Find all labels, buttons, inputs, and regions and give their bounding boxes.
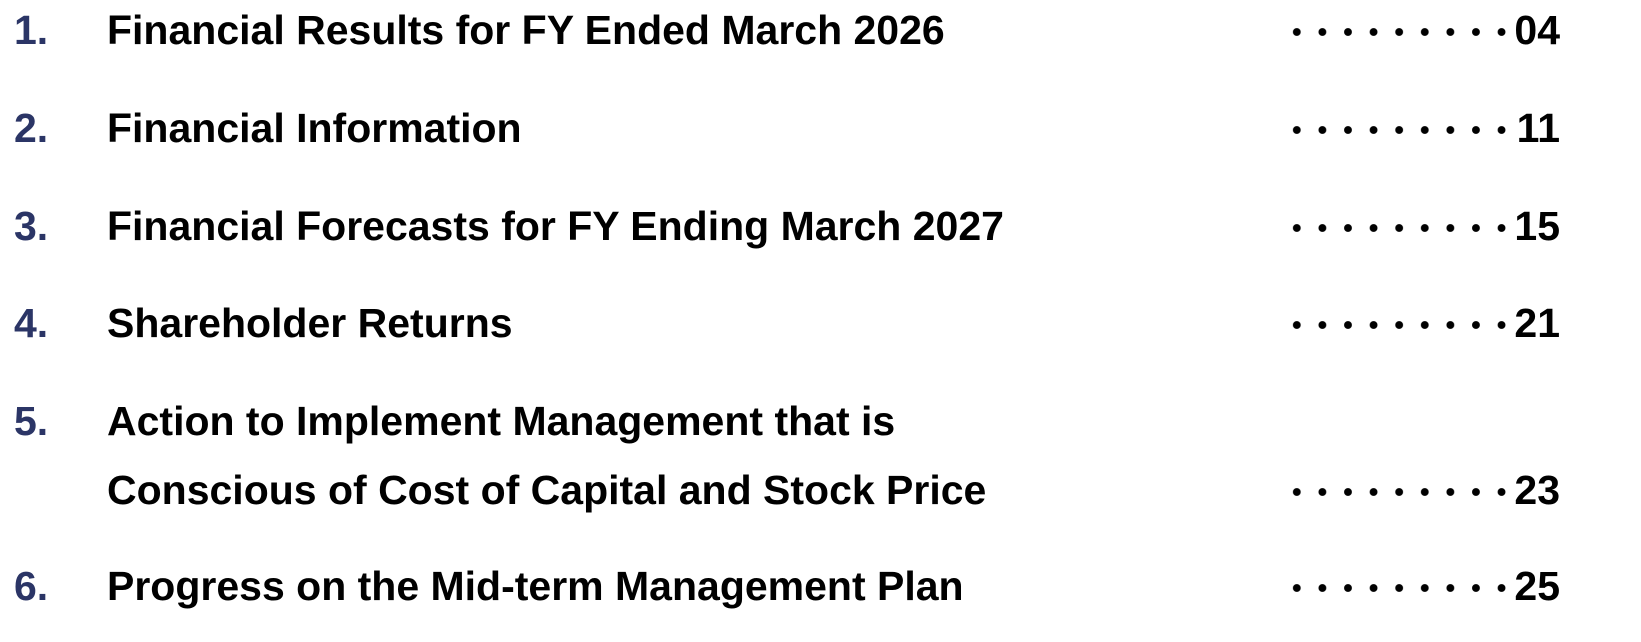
page-number: 25	[1514, 563, 1560, 609]
item-title: Shareholder Returns	[107, 300, 513, 346]
leader-dots	[1284, 319, 1515, 331]
item-number: 6.	[14, 563, 49, 609]
page-number: 23	[1514, 467, 1560, 513]
leader-dots	[1284, 486, 1515, 498]
page-number: 21	[1514, 300, 1560, 346]
item-number: 3.	[14, 203, 49, 249]
item-title: Financial Information	[107, 105, 522, 151]
leader-dots	[1284, 26, 1515, 38]
item-title: Conscious of Cost of Capital and Stock P…	[107, 467, 987, 513]
item-title: Progress on the Mid-term Management Plan	[107, 563, 964, 609]
page-number: 04	[1514, 7, 1560, 53]
item-title: Action to Implement Management that is	[107, 398, 896, 444]
leader-dots	[1284, 222, 1515, 234]
leader-dots	[1284, 124, 1515, 136]
page-number: 11	[1516, 105, 1560, 151]
leader-dots	[1284, 582, 1515, 594]
item-number: 4.	[14, 300, 49, 346]
item-title: Financial Forecasts for FY Ending March …	[107, 203, 1004, 249]
item-number: 1.	[14, 7, 49, 53]
item-number: 5.	[14, 398, 49, 444]
page-number: 15	[1514, 203, 1560, 249]
item-number: 2.	[14, 105, 49, 151]
item-title: Financial Results for FY Ended March 202…	[107, 7, 945, 53]
